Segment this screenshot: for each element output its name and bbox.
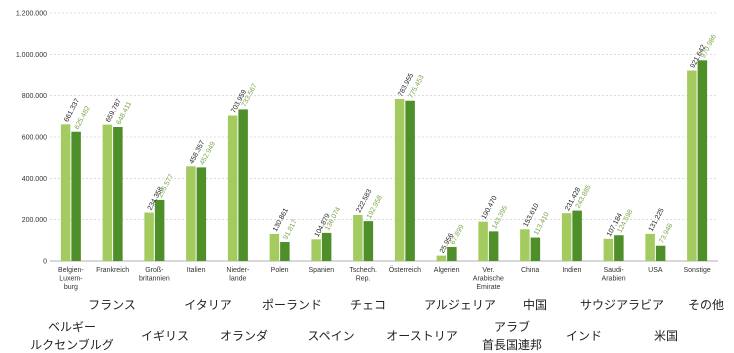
- jp-label-italy: イタリア: [184, 298, 232, 312]
- bar-series-1: [61, 124, 71, 261]
- bar-series-2: [614, 235, 624, 261]
- x-tick-label: Indien: [562, 267, 581, 274]
- x-tick-label: Spanien: [309, 267, 335, 274]
- bar-series-2: [531, 238, 541, 261]
- bar-series-1: [270, 234, 280, 261]
- data-label-series-2: 295.577: [157, 173, 175, 199]
- bar-series-2: [698, 60, 708, 261]
- bar-series-1: [687, 71, 697, 261]
- bar-series-1: [604, 239, 614, 261]
- jp-label-other: その他: [688, 298, 724, 312]
- y-tick-label: 0: [43, 259, 47, 266]
- x-tick-label: USA: [648, 267, 663, 274]
- y-tick-label: 1.000.000: [16, 52, 47, 59]
- x-tick-label: Algerien: [434, 267, 460, 274]
- jp-label-arab: アラブ: [494, 319, 530, 334]
- x-tick-label: Sonstige: [684, 267, 711, 274]
- bar-series-1: [228, 116, 238, 261]
- bar-series-2: [489, 231, 499, 261]
- bar-series-2: [71, 132, 81, 261]
- bar-series-1: [353, 215, 363, 261]
- jp-label-saudi-arabia: サウジアラビア: [580, 298, 664, 312]
- bar-series-2: [155, 200, 165, 261]
- x-tick-label: Polen: [271, 267, 289, 274]
- jp-label-austria: オーストリア: [386, 329, 457, 343]
- y-tick-label: 200.000: [22, 217, 47, 224]
- x-tick-label: Belgien-Luxem-burg: [58, 267, 84, 291]
- bar-series-1: [437, 256, 447, 261]
- x-tick-label: Tschech. Rep.: [349, 267, 377, 283]
- jp-label-algeria: アルジェリア: [424, 298, 496, 312]
- y-tick-label: 400.000: [22, 176, 47, 183]
- x-tick-label: Nieder-lande: [226, 267, 250, 283]
- bar-series-1: [562, 213, 572, 261]
- bar-series-2: [197, 167, 207, 261]
- x-tick-label: Frankreich: [96, 267, 129, 274]
- jp-label-czech: チェコ: [350, 298, 386, 312]
- y-tick-label: 600.000: [22, 135, 47, 142]
- y-tick-label: 1.200.000: [16, 11, 47, 18]
- data-label-series-2: 73.946: [658, 222, 674, 244]
- data-label-series-2: 143.395: [491, 205, 509, 231]
- jp-label-luxembourg: ルクセンブルグ: [30, 337, 114, 352]
- bar-series-1: [478, 222, 488, 261]
- jp-label-usa: 米国: [654, 329, 678, 343]
- jp-label-france: フランス: [88, 298, 136, 312]
- bar-series-1: [645, 234, 655, 261]
- x-tick-label: Italien: [187, 267, 206, 274]
- jp-label-china: 中国: [523, 297, 547, 312]
- jp-label-emirates: 首長国連邦: [482, 338, 542, 352]
- y-tick-label: 800.000: [22, 93, 47, 100]
- jp-label-uk: イギリス: [141, 329, 189, 343]
- bar-series-2: [364, 221, 374, 261]
- bar-series-1: [395, 99, 405, 261]
- bar-series-1: [311, 239, 321, 261]
- x-tick-label: Groß-britannien: [139, 267, 170, 283]
- x-tick-label: Saudi-Arabien: [602, 267, 626, 283]
- bar-series-1: [144, 213, 154, 261]
- data-label-series-2: 91.817: [282, 219, 298, 241]
- bar-series-2: [322, 233, 332, 261]
- bar-series-1: [103, 125, 113, 261]
- category-labels: Belgien-Luxem-burg Frankreich Groß-britann…: [58, 266, 711, 291]
- y-axis-tick-labels: 0 200.000 400.000 600.000 800.000 1.000.000 1.…: [16, 11, 47, 266]
- bar-series-2: [572, 211, 582, 261]
- bar-series-2: [656, 246, 666, 261]
- jp-label-spain: スペイン: [307, 329, 354, 343]
- bar-series-2: [405, 101, 415, 261]
- jp-label-netherlands: オランダ: [220, 328, 268, 343]
- bar-series-1: [186, 166, 196, 261]
- x-tick-label: Ver. Arabische Emirate: [473, 267, 504, 291]
- bar-series-2: [447, 247, 457, 261]
- japanese-translation-labels: フランス イタリア ポーランド チェコ アルジェリア 中国 サウジアラビア その…: [30, 297, 724, 352]
- jp-label-poland: ポーランド: [262, 298, 322, 312]
- jp-label-belgium: ベルギー: [48, 320, 96, 334]
- jp-label-india: インド: [566, 329, 602, 343]
- bar-series-2: [238, 109, 248, 261]
- bar-series-2: [113, 127, 123, 261]
- x-tick-label: China: [521, 267, 539, 274]
- bar-series-2: [280, 242, 290, 261]
- bar-series-1: [520, 229, 530, 261]
- x-tick-label: Österreich: [389, 266, 421, 274]
